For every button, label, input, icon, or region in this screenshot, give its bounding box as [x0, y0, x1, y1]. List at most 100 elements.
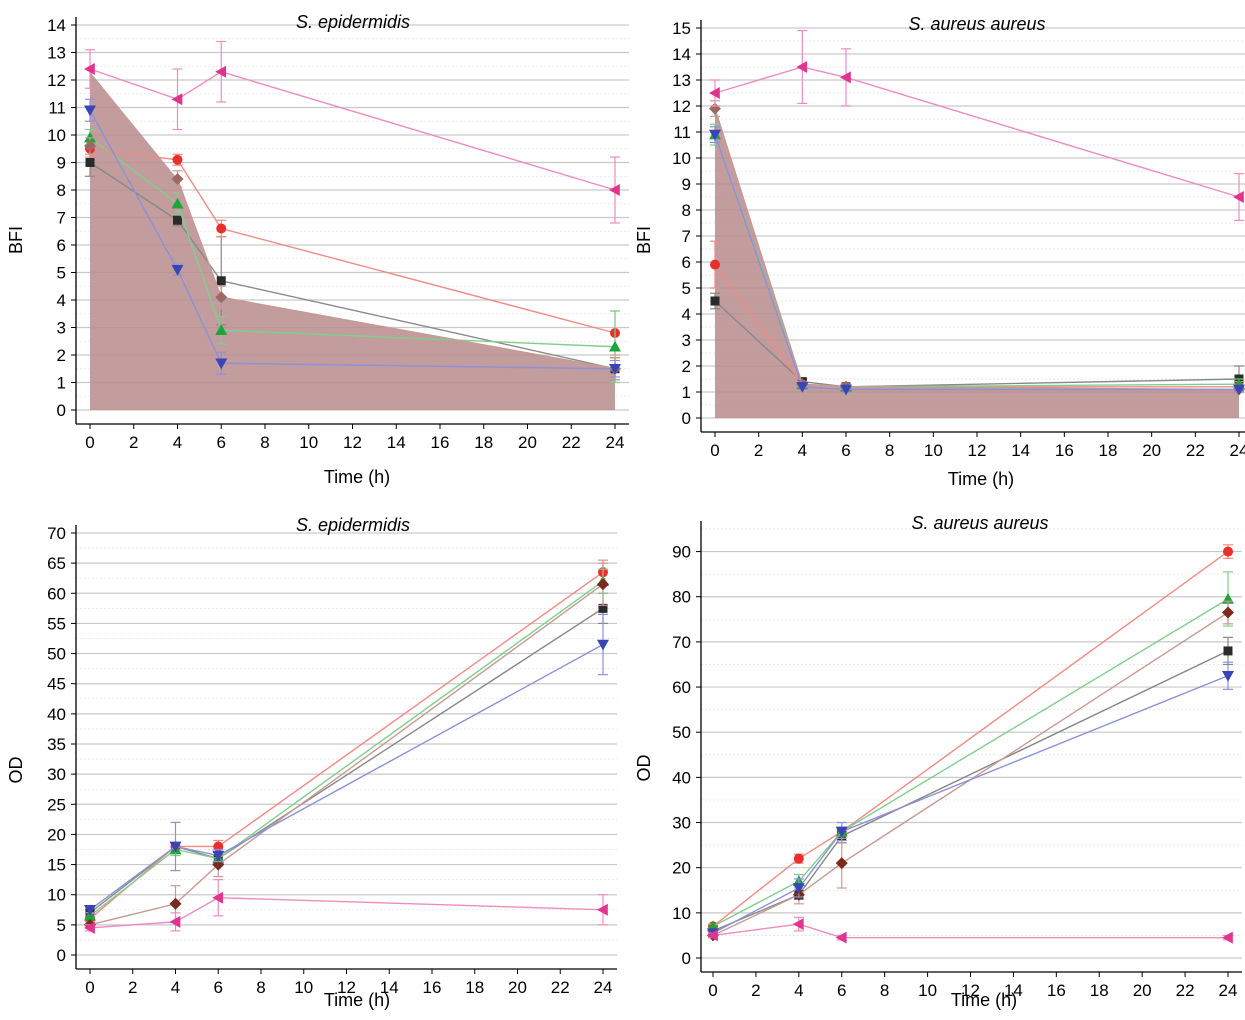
x-tick-label: 6	[837, 981, 846, 1000]
y-tick-label: 5	[682, 279, 691, 298]
chart-title: S. aureus aureus	[911, 513, 1048, 533]
x-tick-label: 12	[337, 978, 356, 997]
y-tick-label: 11	[48, 99, 66, 118]
series-triangle-left	[709, 30, 1244, 221]
data-point-circle	[1223, 546, 1233, 557]
data-point-triangle-down	[840, 384, 852, 396]
series-circle	[708, 544, 1233, 932]
y-tick-label: 6	[57, 236, 66, 255]
y-tick-label: 90	[672, 543, 691, 562]
grid	[76, 532, 617, 956]
data-point-triangle-left	[792, 918, 804, 931]
data-point-triangle-down	[171, 264, 184, 276]
y-tick-label: 8	[57, 181, 66, 200]
y-tick-label: 4	[682, 305, 691, 324]
x-tick-label: 16	[1047, 981, 1066, 1000]
series-line	[712, 598, 1229, 928]
y-tick-label: 10	[47, 126, 66, 145]
x-tick-label: 24	[1230, 441, 1245, 460]
x-tick-label: 0	[708, 981, 717, 1000]
shaded-area	[90, 71, 615, 410]
y-tick-label: 20	[47, 825, 66, 844]
x-tick-label: 10	[924, 441, 943, 460]
series-triangle-down	[84, 98, 621, 378]
x-tick-label: 8	[880, 981, 889, 1000]
series-line	[712, 551, 1229, 927]
y-tick-label: 3	[57, 319, 66, 338]
x-tick-label: 16	[431, 433, 450, 452]
data-point-triangle-left	[1222, 931, 1233, 944]
y-tick-label: 60	[672, 678, 691, 697]
series-square	[708, 636, 1233, 936]
x-tick-label: 20	[508, 978, 527, 997]
data-point-triangle-left	[707, 929, 718, 942]
y-tick-label: 0	[682, 409, 691, 428]
data-point-triangle-down	[1233, 384, 1245, 396]
series-line	[714, 66, 1240, 198]
data-point-diamond	[169, 897, 182, 910]
x-tick-label: 2	[754, 441, 763, 460]
series-triangle-down	[709, 126, 1245, 396]
y-tick-label: 15	[672, 19, 691, 38]
data-point-diamond	[84, 140, 96, 152]
x-tick-label: 20	[1133, 981, 1152, 1000]
data-point-diamond	[171, 173, 184, 185]
y-tick-label: 65	[47, 554, 66, 573]
y-tick-label: 2	[682, 357, 691, 376]
series-triangle-up	[84, 568, 609, 921]
data-point-diamond	[212, 858, 225, 871]
series-line	[89, 580, 604, 917]
data-point-diamond	[597, 578, 609, 591]
x-tick-label: 20	[518, 433, 537, 452]
data-point-triangle-down	[597, 639, 609, 651]
series-line	[89, 109, 616, 370]
data-point-diamond	[1222, 606, 1234, 619]
x-axis-label: Time (h)	[324, 990, 390, 1010]
data-point-square	[710, 296, 720, 306]
series-line	[89, 583, 604, 926]
y-tick-label: 7	[682, 227, 691, 246]
data-point-triangle-down	[1222, 670, 1234, 682]
y-tick-label: 9	[57, 154, 66, 173]
data-point-triangle-down	[609, 363, 621, 375]
x-axis-label: Time (h)	[324, 467, 390, 487]
y-tick-label: 30	[672, 814, 691, 833]
data-point-circle	[172, 154, 183, 165]
data-point-triangle-left	[212, 891, 224, 904]
series-triangle-left	[707, 916, 1233, 944]
x-tick-label: 6	[841, 441, 850, 460]
x-tick-label: 10	[918, 981, 937, 1000]
data-point-triangle-down	[709, 129, 721, 141]
y-tick-label: 13	[672, 71, 691, 90]
data-point-circle	[710, 259, 720, 270]
series-line	[89, 137, 616, 348]
data-point-diamond	[835, 857, 848, 870]
data-point-triangle-down	[212, 850, 225, 862]
series-line	[712, 923, 1228, 939]
series-line	[89, 607, 604, 914]
data-point-diamond	[215, 291, 228, 304]
y-axis-label: OD	[6, 756, 26, 783]
y-tick-label: 11	[673, 123, 691, 142]
data-point-circle	[216, 223, 227, 234]
series-line	[712, 611, 1229, 937]
data-point-triangle-left	[796, 61, 808, 73]
x-tick-label: 22	[1186, 441, 1205, 460]
data-point-triangle-up	[171, 197, 184, 209]
x-tick-label: 4	[794, 981, 803, 1000]
y-tick-label: 40	[672, 768, 691, 787]
y-tick-label: 80	[672, 588, 691, 607]
series-line	[89, 571, 604, 920]
x-tick-label: 14	[387, 433, 406, 452]
x-tick-label: 4	[171, 978, 180, 997]
x-tick-label: 18	[1090, 981, 1109, 1000]
x-tick-label: 6	[214, 978, 223, 997]
y-tick-label: 70	[47, 524, 66, 543]
series-triangle-up	[707, 571, 1234, 932]
series-line	[89, 68, 616, 191]
y-tick-label: 70	[672, 633, 691, 652]
y-tick-label: 1	[57, 374, 66, 393]
x-tick-label: 4	[173, 433, 182, 452]
x-tick-label: 12	[968, 441, 987, 460]
